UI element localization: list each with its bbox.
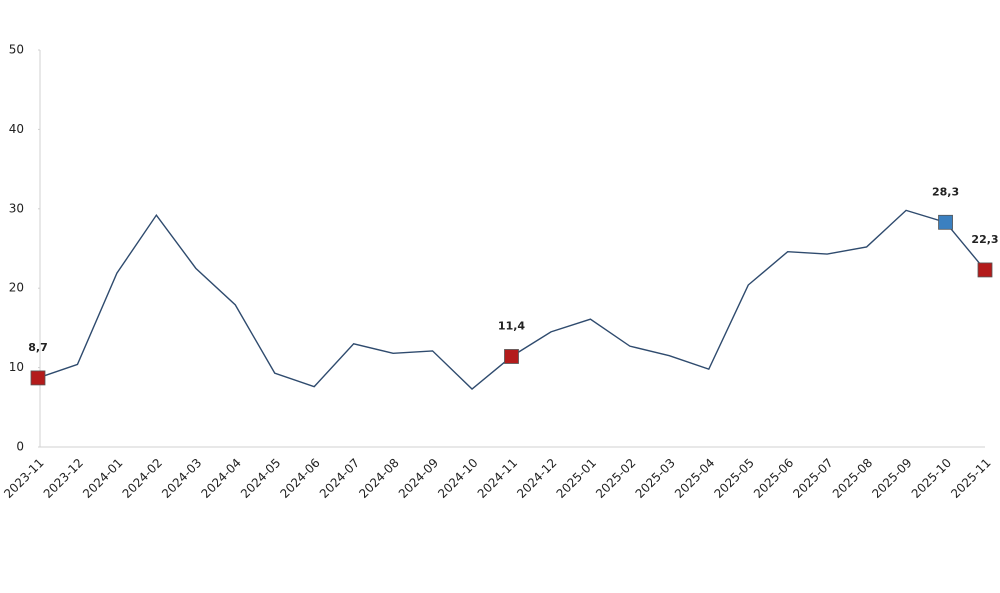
- x-tick-label: 2025-05: [711, 456, 756, 501]
- x-tick-label: 2024-05: [238, 456, 283, 501]
- x-tick-label: 2024-03: [159, 456, 204, 501]
- y-tick-label: 0: [16, 440, 24, 454]
- x-tick-label: 2023-11: [1, 456, 46, 501]
- x-tick-label: 2024-02: [120, 456, 165, 501]
- x-tick-label: 2024-01: [80, 456, 125, 501]
- x-tick-label: 2025-04: [672, 456, 717, 501]
- x-tick-label: 2025-11: [948, 456, 993, 501]
- x-tick-label: 2025-10: [909, 456, 954, 501]
- value-label: 8,7: [28, 341, 48, 354]
- value-label: 11,4: [498, 319, 525, 332]
- value-label: 28,3: [932, 185, 959, 198]
- x-tick-label: 2024-06: [277, 456, 322, 501]
- marker: [30, 370, 46, 386]
- marker: [504, 349, 519, 364]
- x-tick-label: 2024-07: [317, 456, 362, 501]
- y-tick-label: 10: [9, 360, 24, 374]
- x-tick-label: 2024-08: [356, 456, 401, 501]
- value-label: 22,3: [971, 233, 998, 246]
- x-tick-label: 2024-12: [514, 456, 559, 501]
- x-tick-label: 2025-01: [554, 456, 599, 501]
- y-tick-label: 50: [9, 43, 24, 57]
- x-tick-label: 2025-02: [593, 456, 638, 501]
- marker: [938, 214, 953, 230]
- x-tick-label: 2024-09: [396, 456, 441, 501]
- y-tick-label: 20: [9, 281, 24, 295]
- x-tick-label: 2025-07: [790, 456, 835, 501]
- x-tick-label: 2025-06: [751, 456, 796, 501]
- x-tick-label: 2024-11: [475, 456, 520, 501]
- y-tick-label: 30: [9, 201, 24, 215]
- x-tick-label: 2025-03: [633, 456, 678, 501]
- x-tick-label: 2024-10: [435, 456, 480, 501]
- x-tick-label: 2025-09: [869, 456, 914, 501]
- y-tick-label: 40: [9, 122, 24, 136]
- x-tick-label: 2024-04: [199, 456, 244, 501]
- x-tick-label: 2023-12: [41, 456, 86, 501]
- marker: [977, 262, 993, 278]
- x-tick-label: 2025-08: [830, 456, 875, 501]
